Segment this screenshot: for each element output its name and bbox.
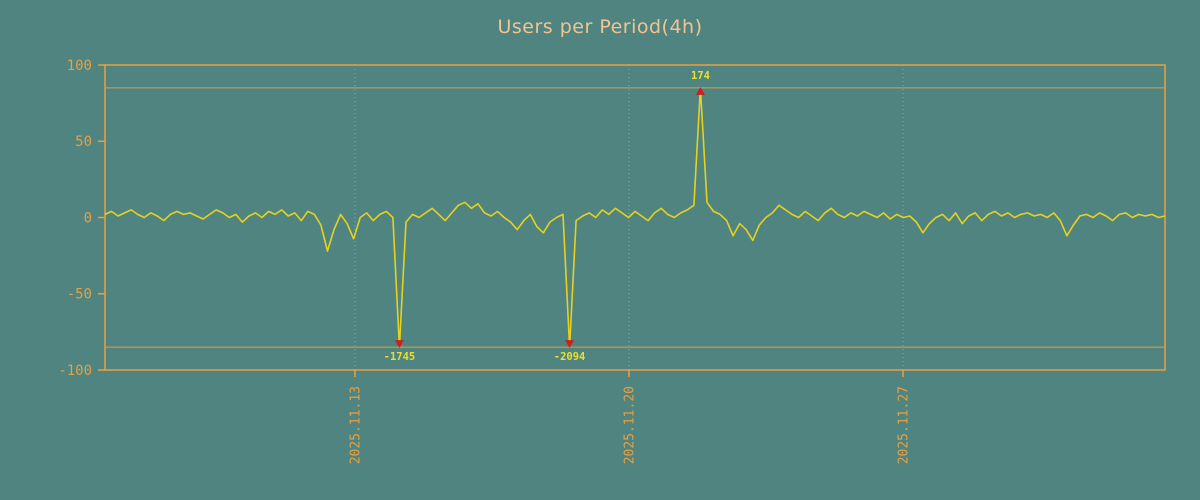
spike-value-label: 174: [691, 70, 710, 82]
plot-frame: [104, 64, 1166, 371]
x-tick-label: 2025.11.27: [897, 386, 912, 464]
spike-value-label: -2094: [554, 351, 586, 363]
spike-value-label: -1745: [384, 351, 416, 363]
y-tick-label: 0: [84, 210, 92, 226]
data-line: [104, 87, 1166, 348]
x-tick-label: 2025.11.20: [623, 386, 638, 464]
spike-marker-down-icon: [394, 340, 404, 349]
y-tick-label: -100: [58, 363, 92, 379]
x-tick-label: 2025.11.13: [348, 386, 363, 464]
y-tick-label: 50: [75, 134, 92, 150]
chart-title: Users per Period(4h): [497, 16, 703, 38]
y-tick-label: -50: [67, 287, 92, 303]
spike-marker-down-icon: [565, 340, 575, 349]
y-tick-label: 100: [67, 58, 92, 74]
spike-marker-up-icon: [695, 86, 705, 95]
